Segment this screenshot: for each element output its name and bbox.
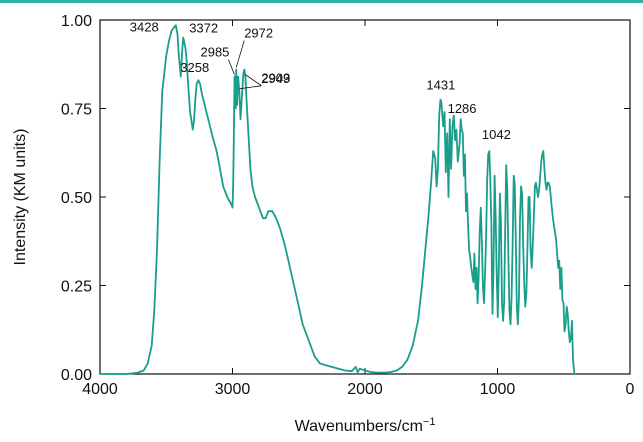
- x-tick-label: 4000: [82, 381, 118, 398]
- x-tick-label: 0: [626, 381, 635, 398]
- y-axis-ticks: 0.00 0.25 0.50 0.75 1.00: [61, 13, 630, 384]
- y-tick-label: 0.00: [61, 367, 92, 384]
- top-accent-rule: [0, 0, 643, 3]
- peak-label: 1042: [482, 127, 511, 142]
- peak-leader-line: [239, 85, 262, 90]
- peak-label: 2903: [261, 71, 290, 86]
- x-axis-title: Wavenumbers/cm−1: [295, 416, 436, 435]
- y-tick-label: 0.50: [61, 190, 92, 207]
- x-axis-title-superscript: −1: [423, 416, 436, 428]
- peak-leader-line: [235, 40, 245, 68]
- y-axis-title: Intensity (KM units): [12, 129, 29, 266]
- peak-leader-line: [228, 59, 235, 75]
- peak-label: 2972: [244, 26, 273, 41]
- peak-leader-line: [245, 74, 262, 86]
- peak-label: 3258: [180, 60, 209, 75]
- x-tick-label: 2000: [347, 381, 383, 398]
- peak-label: 1431: [426, 78, 455, 93]
- x-axis-title-text: Wavenumbers/cm: [295, 418, 423, 435]
- peak-label: 1286: [448, 101, 477, 116]
- series-line: [100, 24, 576, 375]
- peak-label: 3428: [130, 19, 159, 34]
- x-tick-label: 1000: [480, 381, 516, 398]
- peak-label: 2949: [261, 71, 290, 86]
- x-axis-ticks: 4000 3000 2000 1000 0: [82, 20, 635, 398]
- y-tick-label: 1.00: [61, 13, 92, 30]
- peak-label: 3372: [189, 21, 218, 36]
- y-tick-label: 0.75: [61, 102, 92, 119]
- peak-label: 2985: [200, 45, 229, 60]
- y-tick-label: 0.25: [61, 279, 92, 296]
- x-tick-label: 3000: [215, 381, 251, 398]
